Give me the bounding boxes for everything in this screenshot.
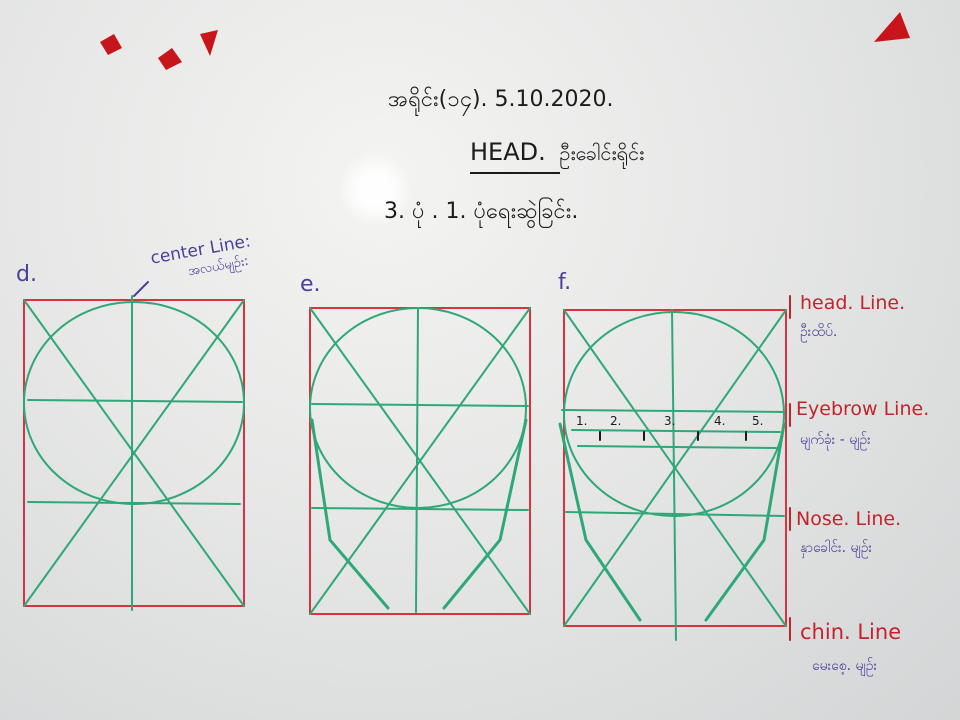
nose-line-label-burmese: နှာခေါင်း. မျဉ်း bbox=[800, 540, 873, 556]
head-line-label-burmese: ဦးထိပ်. bbox=[800, 324, 838, 340]
center-line-pointer bbox=[133, 281, 149, 297]
head-word: HEAD. bbox=[470, 138, 546, 166]
diagram-d-eyebrow-line bbox=[27, 399, 243, 403]
diagram-f-eye-line bbox=[571, 429, 781, 433]
magnet-3 bbox=[200, 30, 218, 56]
chin-line-label-burmese: မေးစေ့. မျဉ်း bbox=[812, 658, 878, 674]
diagram-f-eye-line-lower bbox=[577, 445, 777, 449]
magnet-1 bbox=[100, 34, 122, 55]
diagram-d bbox=[23, 295, 245, 611]
diagram-e-right-jaw bbox=[442, 418, 528, 610]
diagram-e-nose-line bbox=[311, 507, 529, 511]
eye-number-3: 3. bbox=[664, 414, 676, 428]
board-title-date: အရိုင်း(၁၄). 5.10.2020. bbox=[388, 87, 614, 112]
chin-line-label: chin. Line bbox=[800, 620, 902, 644]
head-word-burmese: ဦးခေါင်းရိုင်း bbox=[559, 141, 645, 165]
diagram-e-center-line bbox=[415, 307, 419, 613]
diagram-f-diagonal-2 bbox=[563, 309, 787, 627]
eyebrow-line-label: Eyebrow Line. bbox=[796, 398, 930, 420]
diagram-e bbox=[309, 307, 531, 615]
magnet-2 bbox=[158, 48, 182, 70]
diagram-e-left-jaw bbox=[310, 418, 390, 610]
light-glare bbox=[340, 150, 410, 230]
diagram-f-head-circle bbox=[563, 311, 785, 517]
head-underline bbox=[470, 172, 560, 174]
eye-number-4: 4. bbox=[714, 414, 726, 428]
magnet-4 bbox=[874, 12, 910, 42]
diagram-label-f: f. bbox=[558, 270, 572, 295]
head-line-label: head. Line. bbox=[800, 292, 906, 314]
diagram-e-head-circle bbox=[309, 307, 527, 509]
diagram-e-eyebrow-line bbox=[311, 403, 529, 407]
diagram-label-d: d. bbox=[16, 262, 37, 287]
diagram-d-frame bbox=[23, 299, 245, 607]
diagram-f-center-line bbox=[671, 309, 677, 641]
diagram-label-e: e. bbox=[300, 272, 321, 297]
diagram-f-right-jaw bbox=[704, 422, 786, 622]
eye-number-1: 1. bbox=[576, 414, 588, 428]
diagram-f bbox=[558, 309, 787, 641]
nose-line-label: Nose. Line. bbox=[796, 508, 902, 530]
board-subtitle: 3. ပုံ . 1. ပုံရေးဆွဲခြင်း. bbox=[384, 199, 579, 224]
diagram-f-left-jaw bbox=[558, 422, 642, 622]
diagram-d-head-circle bbox=[23, 301, 245, 505]
eye-number-2: 2. bbox=[610, 414, 622, 428]
eyebrow-line-label-burmese: မျက်ခုံး - မျဉ်း bbox=[800, 432, 871, 448]
eye-number-5: 5. bbox=[752, 414, 764, 428]
diagram-e-diagonal-2 bbox=[309, 307, 531, 615]
diagram-f-nose-line bbox=[565, 511, 785, 517]
board-title-head: HEAD. ဦးခေါင်းရိုင်း bbox=[470, 138, 644, 170]
diagram-d-diagonal-2 bbox=[23, 299, 245, 607]
diagram-f-eyebrow-line bbox=[561, 409, 785, 413]
